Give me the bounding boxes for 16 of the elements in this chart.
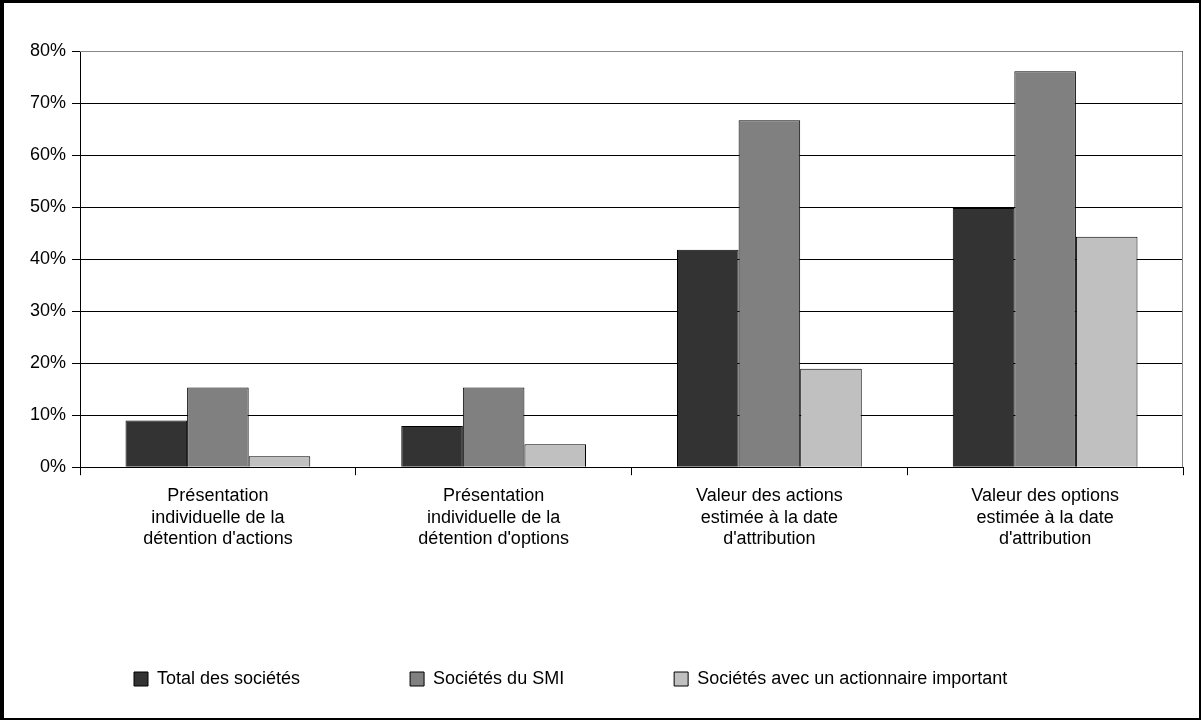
y-tick-label: 60%: [30, 144, 67, 165]
x-tick-label: Valeur des actions estimée à la date d'attribution: [696, 484, 843, 549]
y-tick-label: 70%: [30, 91, 67, 112]
x-tick-label: Présentation individuelle de la détention d'actions: [143, 484, 293, 549]
y-tick-label: 10%: [30, 404, 67, 425]
y-tick-label: 20%: [30, 352, 67, 373]
x-tick-label: Valeur des options estimée à la date d'attribution: [971, 484, 1120, 549]
y-tick-label: 30%: [30, 300, 67, 321]
x-tick-label: Présentation individuelle de la détention d'options: [418, 484, 569, 549]
y-tick-label: 50%: [30, 196, 67, 217]
legend-label: Sociétés avec un actionnaire important: [697, 667, 1008, 688]
y-tick-label: 0%: [40, 456, 67, 477]
legend-label: Sociétés du SMI: [433, 667, 565, 688]
y-tick-label: 40%: [30, 248, 67, 269]
y-tick-label: 80%: [30, 39, 67, 60]
legend-label: Total des sociétés: [157, 667, 301, 688]
